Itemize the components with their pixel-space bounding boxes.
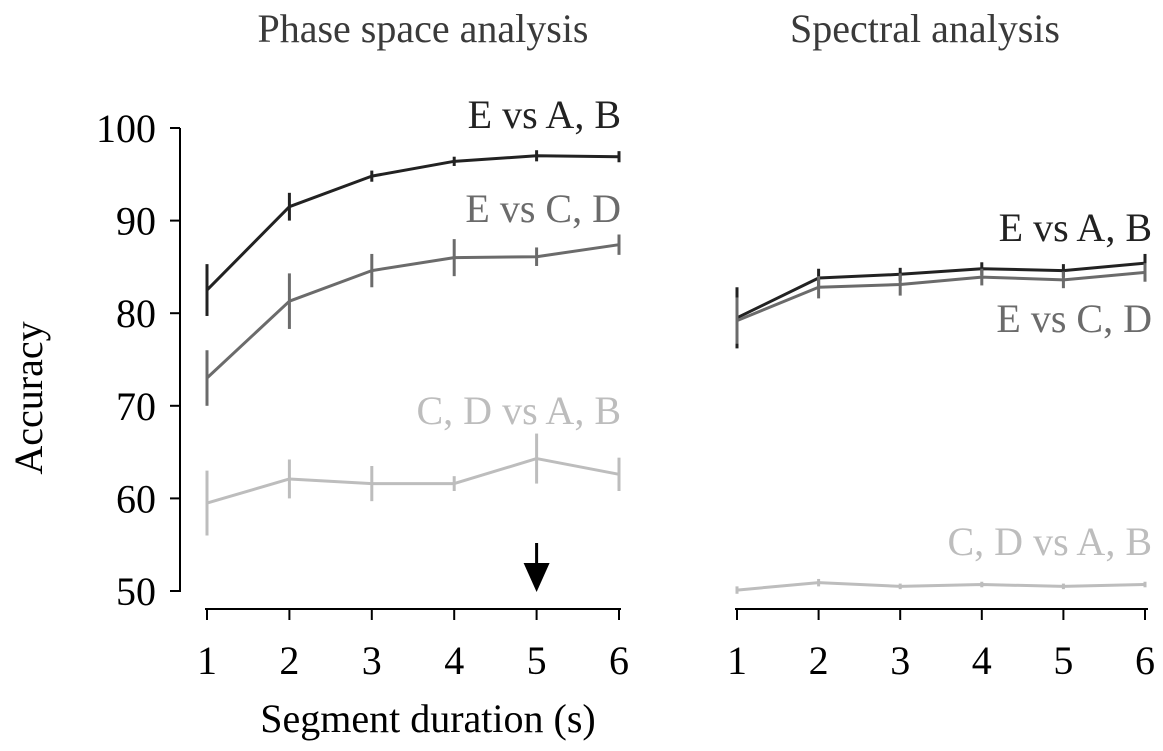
phase-series-label-e-vs-ab: E vs A, B bbox=[468, 92, 621, 137]
phase-series-label-e-vs-cd: E vs C, D bbox=[465, 186, 621, 231]
spectral-series-line-1 bbox=[736, 270, 1146, 322]
spectral-x-tick-label: 4 bbox=[972, 638, 992, 683]
phase-x-tick-label: 6 bbox=[609, 638, 629, 683]
x-axis-label: Segment duration (s) bbox=[260, 696, 596, 741]
spectral-x-tick-label: 5 bbox=[1053, 638, 1073, 683]
phase-panel-title: Phase space analysis bbox=[257, 6, 588, 51]
phase-series-line-0 bbox=[205, 154, 620, 292]
spectral-series-label-e-vs-cd: E vs C, D bbox=[996, 296, 1152, 341]
phase-series-line-1 bbox=[205, 243, 620, 380]
spectral-x-tick-label: 2 bbox=[809, 638, 829, 683]
phase-series-line-2 bbox=[206, 457, 620, 505]
spectral-series-line-2 bbox=[736, 581, 1146, 592]
phase-x-tick-label: 3 bbox=[362, 638, 382, 683]
spectral-series-label-cd-vs-ab: C, D vs A, B bbox=[948, 519, 1153, 564]
y-axis-label: Accuracy bbox=[6, 321, 51, 474]
phase-x-tick-label: 4 bbox=[444, 638, 464, 683]
series-layer bbox=[205, 150, 1147, 594]
phase-x-tick-label: 1 bbox=[197, 638, 217, 683]
phase-series-label-cd-vs-ab: C, D vs A, B bbox=[417, 388, 622, 433]
phase-y-tick-label: 100 bbox=[96, 106, 156, 151]
spectral-x-tick-label: 3 bbox=[890, 638, 910, 683]
phase-x-tick-label: 2 bbox=[279, 638, 299, 683]
phase-x-tick-label: 5 bbox=[527, 638, 547, 683]
phase-y-tick-label: 90 bbox=[116, 199, 156, 244]
arrow-down-icon bbox=[523, 543, 550, 592]
ticks-layer: 1 2 3 4 5 6 50 60 70 80 90 100 1 2 3 4 5 6 bbox=[96, 106, 1155, 683]
phase-y-tick-label: 50 bbox=[116, 569, 156, 614]
spectral-series-line-0 bbox=[736, 261, 1146, 320]
phase-y-tick-label: 80 bbox=[116, 291, 156, 336]
spectral-panel-title: Spectral analysis bbox=[790, 6, 1060, 51]
phase-y-tick-label: 60 bbox=[116, 476, 156, 521]
spectral-x-tick-label: 6 bbox=[1135, 638, 1155, 683]
spectral-x-tick-label: 1 bbox=[727, 638, 747, 683]
spectral-series-label-e-vs-ab: E vs A, B bbox=[999, 205, 1152, 250]
phase-y-tick-label: 70 bbox=[116, 384, 156, 429]
